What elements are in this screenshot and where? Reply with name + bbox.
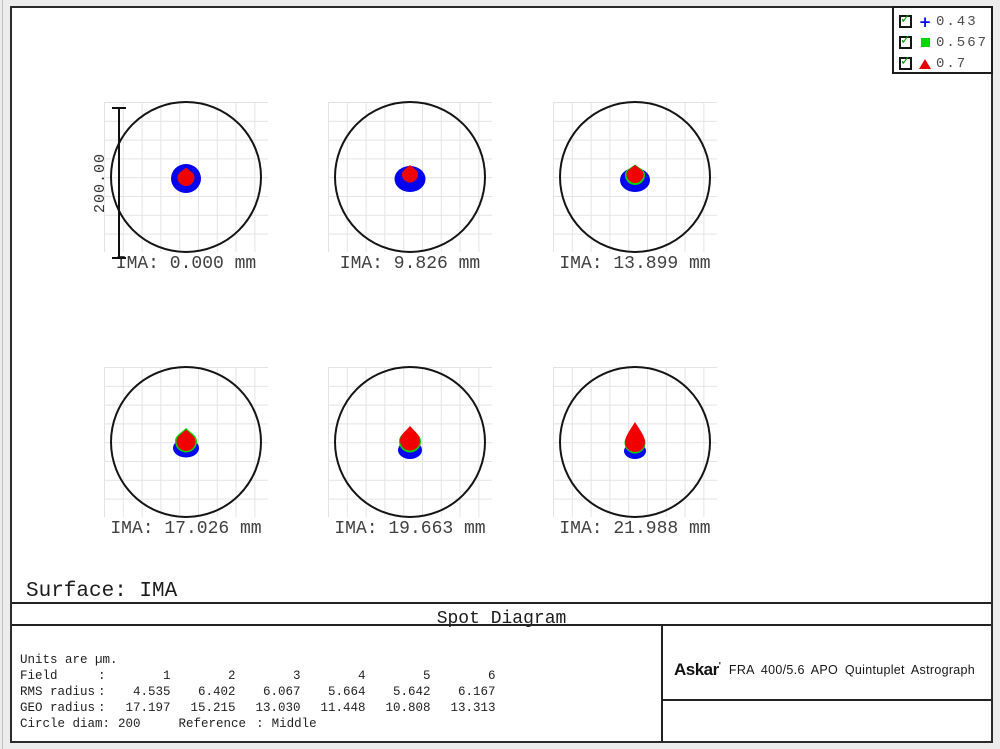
row-label: GEO radius	[20, 701, 96, 715]
table-circle-diam-row: Circle diam:200 Reference: Middle	[20, 716, 496, 732]
spot-circle	[334, 101, 486, 253]
wavelength-spot-red	[626, 165, 644, 183]
branding-panel: Askar' FRA 400/5.6 APO Quintuplet Astrog…	[674, 650, 990, 690]
spot-cluster	[173, 428, 199, 458]
brand-logo: Askar'	[674, 660, 721, 679]
spot-circle	[110, 101, 262, 253]
row-label: Field	[20, 669, 58, 683]
plus-marker-icon: +	[918, 12, 932, 31]
reference-value: Middle	[271, 717, 317, 731]
table-units-row: Units are µm.	[20, 652, 496, 668]
legend-checkbox[interactable]: ✓	[899, 54, 912, 70]
table-cell: 6.402	[198, 685, 236, 699]
legend-wavelength-label: 0.43	[936, 13, 978, 30]
wavelength-spot-red	[176, 429, 196, 451]
table-field-row: Field: 1 2 3 4 5 6	[20, 668, 496, 684]
table-cell: 4	[358, 669, 366, 683]
legend-item: ✓ 0.7	[899, 53, 991, 74]
ima-label: IMA: 21.988 mm	[559, 519, 711, 539]
wavelength-spot-red	[177, 167, 195, 186]
spot-cluster	[171, 164, 201, 193]
legend-checkbox[interactable]: ✓	[899, 33, 912, 49]
table-cell: 4.535	[133, 685, 171, 699]
spot-circle	[559, 366, 711, 518]
table-cell: 11.448	[320, 701, 366, 715]
scale-bar-top-cap	[112, 107, 126, 109]
colon: :	[98, 685, 106, 699]
table-cell: 13.030	[255, 701, 301, 715]
spot-cluster	[624, 422, 646, 459]
table-cell: 13.313	[450, 701, 496, 715]
ima-label: IMA: 9.826 mm	[339, 254, 481, 274]
scale-bar-line	[118, 108, 120, 258]
spot-circle	[334, 366, 486, 518]
branding-panel-divider	[661, 699, 991, 701]
scale-bar-label: 200.00	[92, 153, 109, 214]
legend-wavelength-label: 0.7	[936, 55, 968, 72]
table-geo-row: GEO radius: 17.197 15.215 13.030 11.448 10.80…	[20, 700, 496, 716]
divider-below-title	[12, 624, 991, 626]
units-text: Units are µm.	[20, 653, 118, 667]
window-left-edge	[2, 0, 3, 749]
spot-cluster	[394, 165, 426, 192]
wavelength-spot-red	[625, 422, 645, 452]
ima-label: IMA: 13.899 mm	[559, 254, 711, 274]
legend-item: ✓ +0.43	[899, 11, 991, 32]
ima-label: IMA: 19.663 mm	[334, 519, 486, 539]
table-cell: 17.197	[125, 701, 171, 715]
plot-frame: ✓ +0.43 ✓ 0.567 ✓ 0.7 IMA: 0.000 mm IMA: 9.826…	[10, 6, 993, 743]
table-cell: 5	[423, 669, 431, 683]
wavelength-spot-red	[400, 426, 420, 451]
plus-icon: +	[918, 12, 932, 31]
spot-circle	[110, 366, 262, 518]
row-label: RMS radius	[20, 685, 96, 699]
table-cell: 10.808	[385, 701, 431, 715]
table-cell: 1	[163, 669, 171, 683]
table-cell: 3	[293, 669, 301, 683]
table-cell: 2	[228, 669, 236, 683]
spot-cluster	[398, 426, 422, 459]
square-icon	[920, 38, 930, 47]
row-label: Circle diam	[20, 717, 103, 731]
table-cell: 6	[488, 669, 496, 683]
table-cell: 6.167	[458, 685, 496, 699]
legend-checkbox[interactable]: ✓	[899, 12, 912, 28]
colon: :	[256, 717, 264, 731]
check-icon: ✓	[900, 54, 911, 69]
triangle-icon	[919, 58, 931, 69]
check-icon: ✓	[900, 33, 911, 48]
chart-title: Spot Diagram	[436, 609, 567, 629]
surface-label: Surface: IMA	[26, 580, 178, 603]
ima-label: IMA: 17.026 mm	[110, 519, 262, 539]
table-cell: 6.067	[263, 685, 301, 699]
table-cell: 15.215	[190, 701, 236, 715]
wavelength-legend: ✓ +0.43 ✓ 0.567 ✓ 0.7	[892, 6, 993, 74]
product-name: FRA 400/5.6 APO Quintuplet Astrograph	[728, 663, 976, 677]
spot-circle	[559, 101, 711, 253]
square-marker-icon	[918, 38, 932, 47]
wavelength-spot-red	[402, 165, 418, 183]
colon: :	[98, 669, 106, 683]
table-rms-row: RMS radius: 4.535 6.402 6.067 5.664 5.642 6.16…	[20, 684, 496, 700]
circle-diam-value: 200	[118, 717, 141, 731]
table-cell: 5.642	[393, 685, 431, 699]
bottom-panel-divider	[661, 624, 663, 741]
scale-bar-bottom-cap	[112, 257, 126, 259]
legend-wavelength-label: 0.567	[936, 34, 989, 51]
spot-cluster	[620, 164, 650, 192]
colon: :	[98, 701, 106, 715]
divider-above-title	[12, 602, 991, 604]
ima-label: IMA: 0.000 mm	[115, 254, 257, 274]
spot-data-table: Units are µm. Field: 1 2 3 4 5 6 RMS radius: 4.53…	[20, 652, 496, 732]
legend-item: ✓ 0.567	[899, 32, 991, 53]
table-cell: 5.664	[328, 685, 366, 699]
colon: :	[102, 717, 111, 731]
trademark-icon: '	[718, 660, 721, 671]
triangle-marker-icon	[918, 58, 932, 69]
reference-label: Reference	[178, 717, 247, 731]
check-icon: ✓	[900, 12, 911, 27]
